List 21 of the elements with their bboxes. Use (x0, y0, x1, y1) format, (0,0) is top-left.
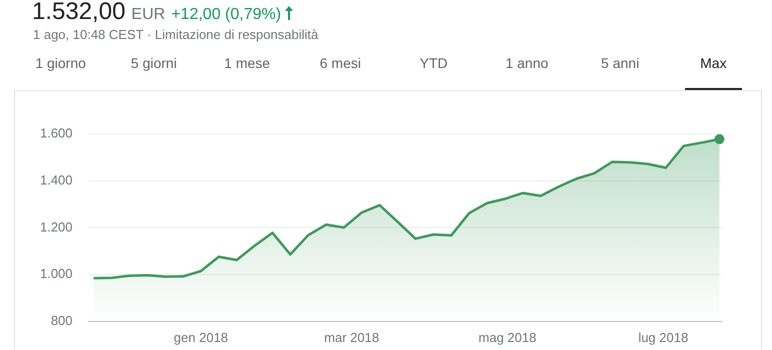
text: YTD (420, 55, 448, 71)
x-tick-label: mar 2018 (324, 330, 380, 345)
text: +12,00 (0,79%) (171, 6, 282, 23)
text: 1 giorno (35, 55, 86, 71)
text: 6 mesi (320, 55, 361, 71)
text: 1 mese (224, 55, 270, 71)
y-tick-label: 1.000 (40, 266, 73, 282)
y-tick-label: 800 (50, 312, 73, 328)
y-tick-label: 1.400 (40, 172, 73, 188)
y-tick-label: 1.200 (40, 219, 73, 234)
x-tick-label: lug 2018 (638, 330, 688, 345)
text: Max (700, 55, 727, 71)
x-tick-label: gen 2018 (174, 330, 228, 345)
x-tick-label: mag 2018 (478, 330, 536, 345)
text: 5 anni (601, 55, 640, 71)
chart-subtitle: 1 ago, 10:48 CEST · Limitazione di responsabilità (33, 27, 318, 42)
chart-title: 1.532,00 (32, 0, 126, 25)
text: 1 anno (505, 55, 548, 71)
text: 5 giorni (130, 55, 177, 71)
y-tick-label: 1.600 (40, 126, 73, 141)
text: EUR (131, 6, 166, 23)
